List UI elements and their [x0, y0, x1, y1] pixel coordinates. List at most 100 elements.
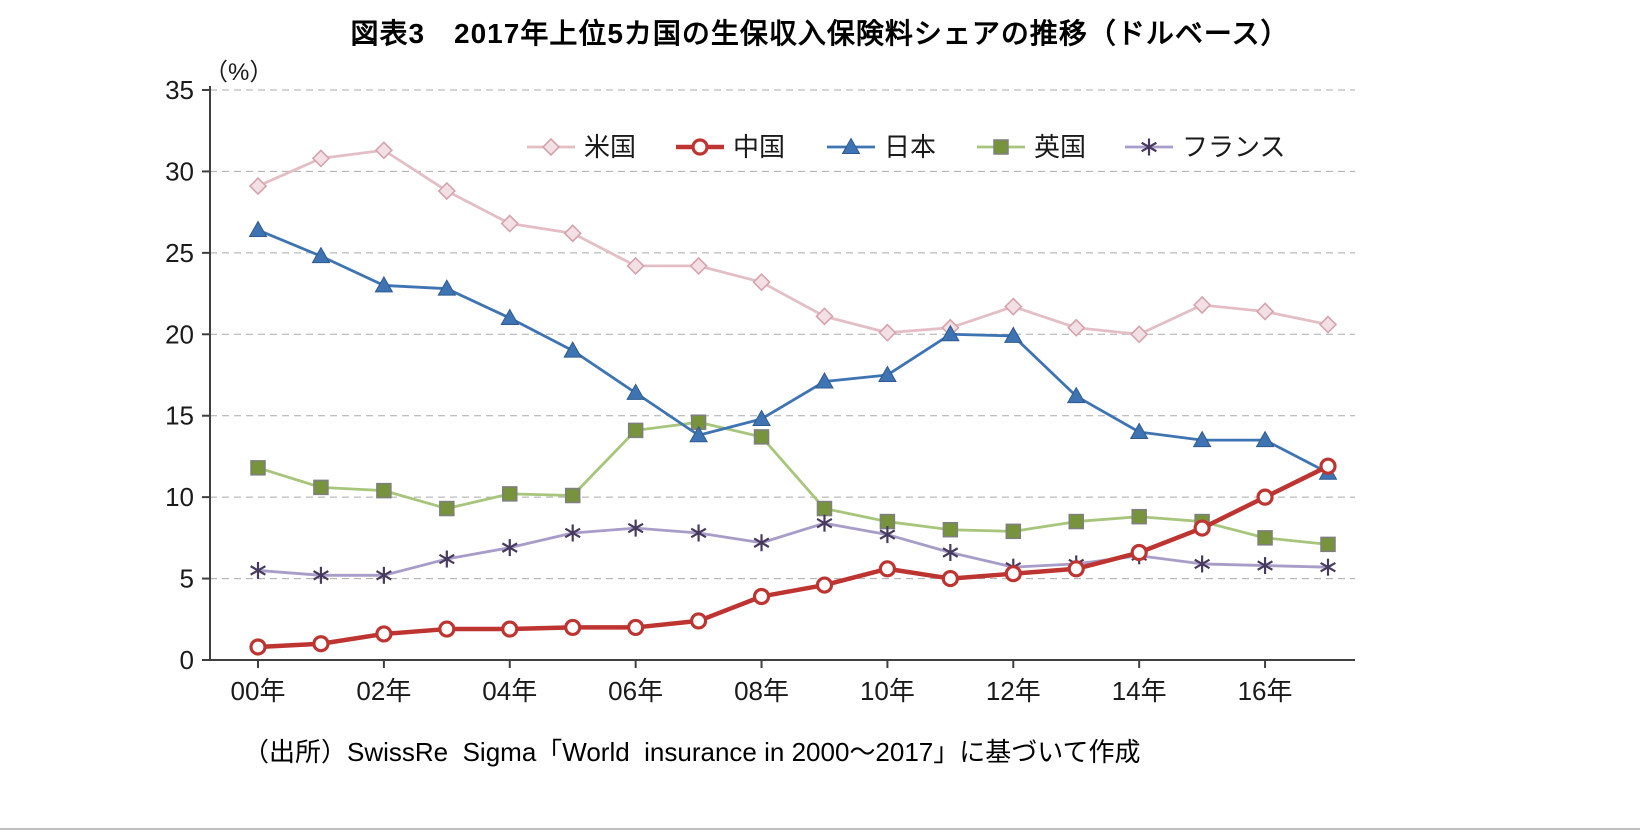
data-point-marker — [1194, 558, 1211, 570]
data-point-marker — [248, 176, 268, 196]
series-square — [250, 414, 1336, 553]
data-point-marker — [313, 570, 329, 581]
data-point-marker — [689, 612, 708, 630]
source-note: （出所）SwissRe Sigma「World insurance in 200… — [243, 737, 1141, 767]
legend-item: 英国 — [977, 132, 1086, 162]
svg-text:00年: 00年 — [231, 676, 286, 706]
svg-text:12年: 12年 — [986, 676, 1041, 706]
data-point-marker — [815, 576, 834, 594]
data-point-marker — [312, 635, 330, 653]
legend-item: 日本 — [827, 132, 936, 162]
data-point-marker — [501, 620, 519, 638]
legend-label: 英国 — [1034, 132, 1086, 162]
data-point-marker — [500, 214, 519, 233]
data-point-marker — [753, 429, 770, 445]
data-point-marker — [1129, 422, 1149, 439]
data-point-marker — [563, 341, 583, 358]
series-line — [257, 228, 1329, 474]
data-point-marker — [1192, 430, 1212, 448]
svg-text:16年: 16年 — [1238, 676, 1293, 706]
legend-label: 日本 — [884, 132, 936, 162]
data-point-marker — [753, 537, 770, 548]
svg-text:10年: 10年 — [860, 676, 915, 706]
data-point-marker — [878, 560, 897, 578]
data-point-marker — [311, 149, 331, 168]
data-point-marker — [626, 383, 646, 400]
data-point-marker — [1257, 530, 1273, 546]
data-point-marker — [879, 529, 896, 540]
data-point-marker — [376, 482, 392, 499]
data-point-marker — [816, 500, 833, 517]
data-point-marker — [1004, 565, 1022, 583]
data-point-marker — [564, 618, 582, 637]
svg-text:04年: 04年 — [482, 676, 537, 706]
y-axis-unit-label: （%） — [204, 59, 274, 86]
data-point-marker — [691, 138, 709, 156]
data-point-marker — [627, 422, 644, 439]
legend-item: フランス — [1125, 132, 1285, 162]
legend-label: 米国 — [584, 132, 636, 162]
data-point-marker — [815, 307, 834, 326]
svg-text:08年: 08年 — [734, 676, 789, 706]
data-point-marker — [439, 500, 455, 517]
axes — [209, 86, 1355, 661]
data-point-marker — [626, 256, 645, 276]
data-point-marker — [690, 527, 707, 539]
data-point-marker — [878, 365, 897, 382]
series-line — [257, 148, 1329, 336]
data-point-marker — [248, 220, 268, 238]
data-point-marker — [1067, 318, 1086, 337]
data-point-marker — [878, 323, 897, 342]
data-point-marker — [1193, 519, 1211, 537]
svg-text:02年: 02年 — [356, 676, 411, 706]
svg-text:20: 20 — [165, 319, 194, 349]
data-point-marker — [1003, 326, 1023, 343]
data-point-marker — [1319, 457, 1337, 475]
legend-item: 中国 — [676, 132, 785, 162]
svg-text:06年: 06年 — [608, 676, 663, 706]
data-point-marker — [437, 279, 457, 296]
data-point-marker — [374, 141, 394, 160]
data-point-marker — [311, 246, 331, 264]
data-point-marker — [375, 625, 393, 643]
svg-text:14年: 14年 — [1112, 676, 1167, 706]
data-point-marker — [1067, 560, 1085, 578]
data-point-marker — [1141, 141, 1157, 153]
data-point-marker — [1005, 523, 1022, 540]
data-point-marker — [1257, 560, 1273, 571]
data-point-marker — [752, 273, 771, 292]
data-point-marker — [1066, 386, 1086, 404]
svg-text:15: 15 — [165, 401, 194, 431]
svg-text:35: 35 — [165, 75, 194, 105]
data-point-marker — [627, 522, 644, 534]
data-point-marker — [1320, 536, 1336, 553]
y-axis-labels: 0 5 10 15 20 25 30 35 — [165, 75, 210, 675]
legend-item: 米国 — [527, 132, 636, 162]
data-point-marker — [564, 487, 581, 504]
data-point-marker — [437, 181, 456, 201]
svg-text:10: 10 — [165, 482, 194, 512]
data-point-marker — [375, 570, 392, 581]
legend-label: フランス — [1182, 132, 1285, 162]
data-point-marker — [1130, 325, 1149, 344]
data-point-marker — [689, 256, 708, 276]
x-axis-labels: 00年 02年 04年 06年 08年 10年 12年 14年 16年 — [231, 660, 1293, 706]
data-point-marker — [942, 521, 959, 538]
data-point-marker — [501, 542, 518, 553]
data-point-marker — [752, 409, 771, 426]
data-point-marker — [250, 565, 266, 576]
data-point-marker — [541, 137, 561, 157]
data-point-marker — [438, 553, 455, 565]
data-point-marker — [249, 638, 267, 656]
data-point-marker — [841, 137, 861, 154]
series-asterisk — [250, 514, 1336, 584]
svg-text:25: 25 — [165, 238, 194, 268]
data-point-marker — [1004, 297, 1023, 316]
data-point-marker — [502, 486, 518, 502]
data-point-marker — [1320, 561, 1336, 573]
data-point-marker — [374, 275, 394, 293]
data-point-marker — [1255, 302, 1275, 321]
svg-text:0: 0 — [180, 645, 194, 675]
